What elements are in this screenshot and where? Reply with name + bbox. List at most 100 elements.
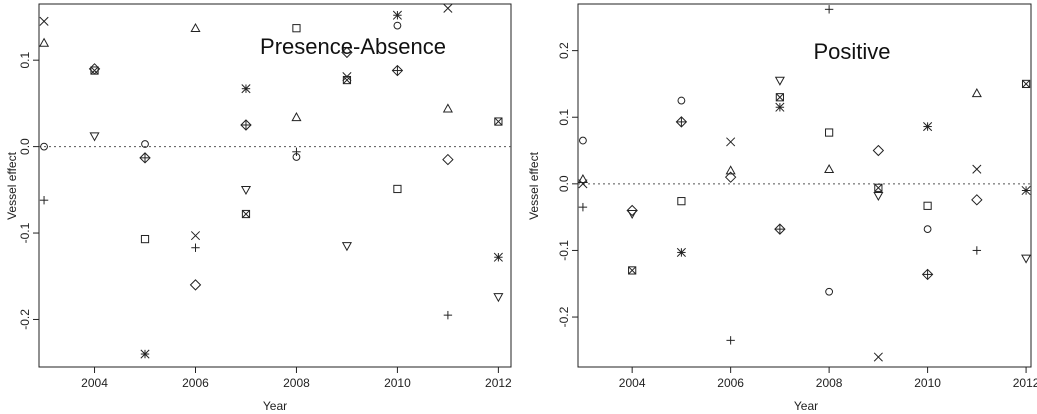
data-point-circle <box>40 142 48 151</box>
data-points <box>577 5 1032 362</box>
data-point-diamondplus <box>921 268 934 281</box>
x-tick-label: 2008 <box>283 376 310 390</box>
x-tick-label: 2006 <box>182 376 209 390</box>
y-tick-label: 0.2 <box>557 42 571 59</box>
panel-title: Presence-Absence <box>260 34 446 59</box>
data-point-diamondplus <box>139 152 151 164</box>
data-point-square <box>292 24 301 33</box>
data-point-circle <box>393 21 402 30</box>
y-axis: -0.2 -0.1 0.0 0.1 0.2 <box>557 42 578 327</box>
data-point-boxcross <box>494 117 503 126</box>
data-point-square <box>393 184 402 194</box>
y-tick-label: -0.2 <box>18 309 32 330</box>
data-point-triangle-down <box>627 209 638 220</box>
data-point-triangle-down <box>1021 254 1032 264</box>
x-tick-label: 2008 <box>816 376 843 390</box>
x-axis: 2004 2006 2008 2010 2012 <box>81 367 512 390</box>
data-point-cross <box>972 164 982 174</box>
data-point-boxcross <box>628 266 637 275</box>
y-tick-label: 0.1 <box>557 109 571 126</box>
y-tick-label: -0.2 <box>557 306 571 327</box>
data-point-circle <box>141 140 149 148</box>
data-point-plus <box>972 246 982 255</box>
x-tick-label: 2010 <box>384 376 411 390</box>
data-point-plus <box>39 195 49 205</box>
data-point-square <box>923 201 932 210</box>
data-point-triangle <box>442 103 453 113</box>
data-point-plus <box>292 147 301 156</box>
data-point-diamond <box>971 194 983 206</box>
y-axis-label: Vessel effect <box>5 151 19 219</box>
data-point-star <box>241 84 251 94</box>
y-tick-label: 0.1 <box>18 52 32 69</box>
data-point-diamond <box>442 153 454 166</box>
data-point-cross <box>873 352 883 362</box>
data-point-circle <box>579 136 587 145</box>
data-point-circle <box>292 153 301 161</box>
x-tick-label: 2006 <box>717 376 744 390</box>
data-point-plus <box>443 310 453 320</box>
y-tick-label: -0.1 <box>18 222 32 243</box>
data-point-triangle-down <box>89 132 100 142</box>
y-tick-label: 0.0 <box>18 138 32 155</box>
data-point-triangle-down <box>341 242 352 252</box>
panel-title: Positive <box>813 39 890 64</box>
data-point-triangle-down <box>873 191 884 202</box>
data-point-circle <box>923 225 932 234</box>
data-point-triangle <box>577 173 588 184</box>
data-point-square <box>825 128 834 137</box>
data-point-diamond <box>341 46 353 59</box>
x-axis-label: Year <box>263 399 287 413</box>
data-point-boxcross <box>241 209 251 219</box>
data-point-triangle-down <box>774 76 785 86</box>
plot-frame <box>38 3 512 368</box>
x-tick-label: 2010 <box>914 376 941 390</box>
data-point-triangle-down <box>493 293 504 303</box>
data-point-cross <box>726 137 736 147</box>
data-point-boxcross <box>775 93 784 102</box>
data-point-plus <box>726 336 735 345</box>
panel-positive: 2004 2006 2008 2010 2012 -0.2 -0.1 0.0 0.1 0.2 P… <box>527 3 1037 413</box>
plot-frame <box>577 3 1032 368</box>
data-point-star <box>392 10 402 20</box>
y-tick-label: 0.0 <box>557 175 571 192</box>
data-point-star <box>1021 185 1031 196</box>
data-point-square <box>677 197 686 206</box>
data-point-plus <box>191 243 200 252</box>
data-point-cross <box>190 231 201 241</box>
data-point-diamond <box>626 204 638 217</box>
x-tick-label: 2004 <box>81 376 108 390</box>
y-axis-label: Vessel effect <box>527 151 541 219</box>
data-point-triangle <box>824 163 835 174</box>
data-point-diamond <box>189 279 202 291</box>
data-point-boxcross <box>342 75 352 85</box>
data-point-triangle <box>971 88 982 98</box>
panel-presence-absence: 2004 2006 2008 2010 2012 -0.2 -0.1 0.0 0.1 Pres… <box>5 3 512 413</box>
data-point-star <box>140 349 150 359</box>
data-point-circle <box>825 287 834 296</box>
data-point-star <box>923 122 933 132</box>
data-point-boxcross <box>874 183 883 192</box>
data-point-cross <box>443 3 453 13</box>
y-tick-label: -0.1 <box>557 240 571 261</box>
x-axis-label: Year <box>794 399 818 413</box>
data-point-cross <box>578 179 588 189</box>
data-point-star <box>493 252 503 262</box>
data-point-cross <box>39 16 49 26</box>
data-point-plus <box>824 5 834 14</box>
y-axis: -0.2 -0.1 0.0 0.1 <box>18 52 39 330</box>
data-point-diamond <box>88 63 101 75</box>
data-point-boxcross <box>1021 79 1031 89</box>
x-tick-label: 2012 <box>485 376 512 390</box>
data-point-triangle <box>291 111 302 122</box>
data-point-triangle <box>725 165 736 175</box>
data-point-diamondplus <box>774 223 786 235</box>
x-tick-label: 2012 <box>1013 376 1037 390</box>
data-point-triangle <box>38 37 50 47</box>
data-point-boxcross <box>90 66 99 75</box>
data-point-diamondplus <box>240 119 252 131</box>
data-point-diamond <box>872 144 885 157</box>
data-point-square <box>140 234 150 244</box>
data-point-diamondplus <box>391 64 404 77</box>
